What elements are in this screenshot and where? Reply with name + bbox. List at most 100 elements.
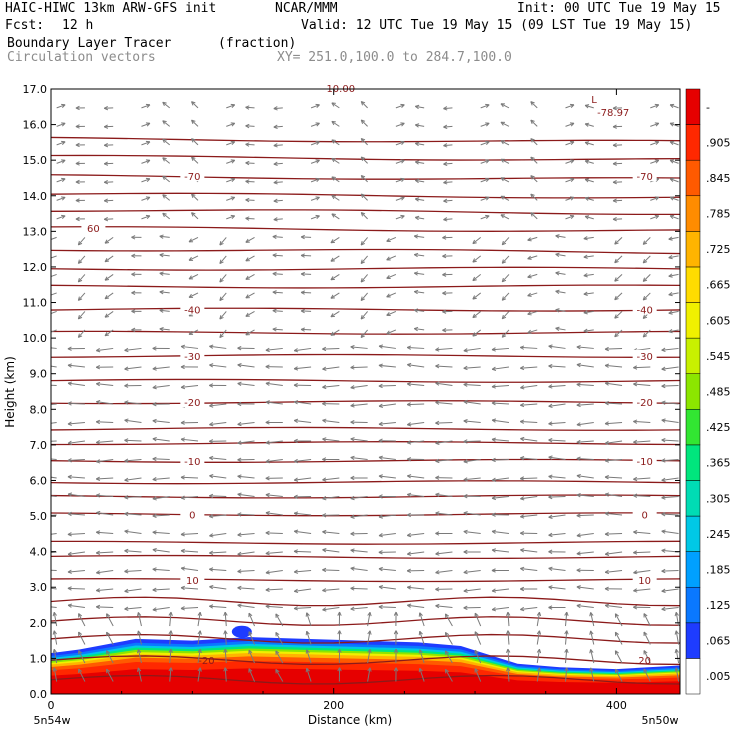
vector-head xyxy=(330,257,334,262)
vector-shaft xyxy=(226,104,235,109)
vector-head xyxy=(306,667,310,672)
vector-215 xyxy=(265,510,283,516)
vector-120 xyxy=(180,585,199,591)
vector-254 xyxy=(67,474,85,480)
vector-head xyxy=(474,631,479,635)
vector-head xyxy=(463,479,468,482)
vector-186 xyxy=(95,530,114,535)
vector-head xyxy=(378,440,383,443)
vector-head xyxy=(67,346,72,350)
vector-head xyxy=(491,568,496,571)
vector-shaft xyxy=(576,383,594,386)
vector-head xyxy=(350,367,355,370)
vector-shaft xyxy=(96,531,114,534)
vector-head xyxy=(265,421,270,425)
vector-head xyxy=(159,308,164,311)
vector-shaft xyxy=(583,236,594,240)
vector-495 xyxy=(386,292,397,298)
vector-head xyxy=(275,650,280,654)
vector-head xyxy=(146,215,151,220)
vector-head xyxy=(548,438,553,441)
vector-head xyxy=(642,240,646,245)
vector-head xyxy=(159,328,164,332)
vector-head xyxy=(124,439,129,443)
vector-head xyxy=(322,438,327,442)
vector-head xyxy=(124,401,129,405)
vector-415 xyxy=(67,346,85,351)
vector-head xyxy=(265,459,270,463)
vector-head xyxy=(576,493,581,496)
vector-head xyxy=(273,182,278,185)
vector-head xyxy=(265,587,270,591)
vector-head xyxy=(180,364,185,368)
vector-head xyxy=(77,333,80,338)
vector-head xyxy=(585,122,590,125)
vector-344 xyxy=(661,418,679,423)
vector-30 xyxy=(248,649,256,664)
vector-shaft xyxy=(152,420,170,423)
vector-head xyxy=(407,382,412,385)
vector-173 xyxy=(378,550,396,555)
vector-426 xyxy=(378,344,396,349)
vector-214 xyxy=(237,512,255,517)
vector-head xyxy=(413,309,418,313)
vector-head xyxy=(589,667,592,672)
vector-shaft xyxy=(378,475,396,479)
vector-head xyxy=(463,531,468,535)
vector-386 xyxy=(548,384,566,389)
vector-162 xyxy=(67,551,85,557)
vector-head xyxy=(378,383,383,387)
plot-title: HAIC-HIWC 13km ARW-GFS init xyxy=(5,1,217,16)
vector-head xyxy=(604,604,609,608)
vector-head xyxy=(209,586,214,590)
vector-head xyxy=(265,347,270,351)
vector-456 xyxy=(583,328,594,333)
vector-head xyxy=(67,460,72,463)
vector-shaft xyxy=(492,366,510,370)
vector-head xyxy=(273,198,278,202)
vector-shaft xyxy=(209,514,227,518)
vector-42 xyxy=(589,649,595,664)
vector-head xyxy=(67,551,72,555)
vector-head xyxy=(294,350,299,353)
vector-shaft xyxy=(51,273,57,278)
vector-270 xyxy=(520,476,538,481)
y-tick-label: 9.0 xyxy=(30,368,48,381)
vector-head xyxy=(463,350,468,353)
vector-head xyxy=(445,631,450,636)
vector-head xyxy=(633,365,638,369)
vector-734 xyxy=(650,103,660,109)
vector-shaft xyxy=(51,255,57,259)
vector-655 xyxy=(360,156,368,164)
vector-head xyxy=(294,479,299,482)
vector-187 xyxy=(124,529,142,534)
vector-196 xyxy=(378,533,396,538)
vector-head xyxy=(435,588,440,592)
vector-573 xyxy=(642,237,651,245)
vector-shaft xyxy=(407,421,425,426)
vector-shaft xyxy=(520,384,538,389)
vector-head xyxy=(95,531,100,535)
vector-head xyxy=(491,349,496,352)
vector-594 xyxy=(584,215,594,220)
vector-head xyxy=(583,238,588,241)
vector-head xyxy=(350,548,355,551)
vector-699 xyxy=(310,122,320,127)
vector-head xyxy=(293,440,298,444)
vector-head xyxy=(67,421,72,425)
vector-head xyxy=(170,611,173,617)
vector-head xyxy=(95,494,100,498)
vector-424 xyxy=(322,346,340,352)
vector-224 xyxy=(520,514,538,519)
vector-29 xyxy=(223,648,228,664)
vector-170 xyxy=(293,549,312,554)
vector-head xyxy=(491,588,496,592)
colorbar-segment-1 xyxy=(685,622,701,659)
vector-head xyxy=(414,179,419,184)
vector-400 xyxy=(293,366,312,371)
vector-718 xyxy=(191,101,199,109)
vector-shaft xyxy=(565,104,575,109)
x-tick-label: 200 xyxy=(323,699,344,712)
vector-479 xyxy=(583,310,594,315)
vector-shaft xyxy=(68,382,85,386)
